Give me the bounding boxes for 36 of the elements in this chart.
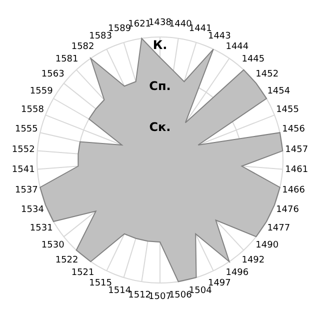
spoke-label: 1457 bbox=[285, 144, 308, 155]
spoke-label: 1466 bbox=[282, 185, 306, 196]
spoke-label: 1492 bbox=[242, 255, 265, 266]
spoke-label: 1477 bbox=[267, 224, 290, 234]
spoke-label: 1583 bbox=[89, 32, 112, 42]
spoke-label: 1558 bbox=[21, 104, 44, 115]
spoke-label: 1563 bbox=[41, 70, 64, 80]
spoke-label: 1541 bbox=[12, 165, 35, 176]
spoke-label: 1530 bbox=[41, 240, 65, 250]
spoke-label: 1507 bbox=[148, 292, 172, 302]
spoke-label: 1461 bbox=[285, 165, 308, 176]
spoke-label: 1456 bbox=[282, 124, 306, 135]
spoke-label: 1443 bbox=[208, 32, 231, 42]
spoke-label: 1452 bbox=[256, 70, 279, 80]
spoke-label: 1445 bbox=[242, 54, 265, 65]
y-tick-label: Сп. bbox=[149, 79, 171, 93]
spoke-label: 1506 bbox=[168, 290, 192, 300]
spoke-label: 1455 bbox=[276, 104, 299, 115]
spoke-label: 1522 bbox=[55, 255, 78, 266]
y-tick-label: К. bbox=[152, 38, 168, 52]
spoke-label: 1559 bbox=[30, 86, 54, 96]
spoke-label: 1537 bbox=[14, 185, 38, 196]
spoke-label: 1581 bbox=[55, 54, 78, 65]
spoke-label: 1496 bbox=[226, 268, 249, 278]
spoke-label: 1514 bbox=[108, 286, 132, 296]
spoke-label: 1454 bbox=[267, 86, 290, 96]
spoke-label: 1521 bbox=[71, 268, 94, 278]
spoke-label: 1531 bbox=[30, 224, 53, 234]
spoke-label: 1476 bbox=[276, 205, 300, 216]
y-tick-label: Ск. bbox=[149, 120, 171, 134]
spoke-label: 1582 bbox=[71, 42, 94, 52]
spoke-label: 1552 bbox=[12, 144, 35, 155]
spoke-label: 1555 bbox=[14, 124, 38, 135]
spoke-label: 1534 bbox=[21, 205, 44, 216]
spoke-label: 1444 bbox=[226, 42, 249, 52]
spoke-label: 1490 bbox=[256, 240, 279, 250]
